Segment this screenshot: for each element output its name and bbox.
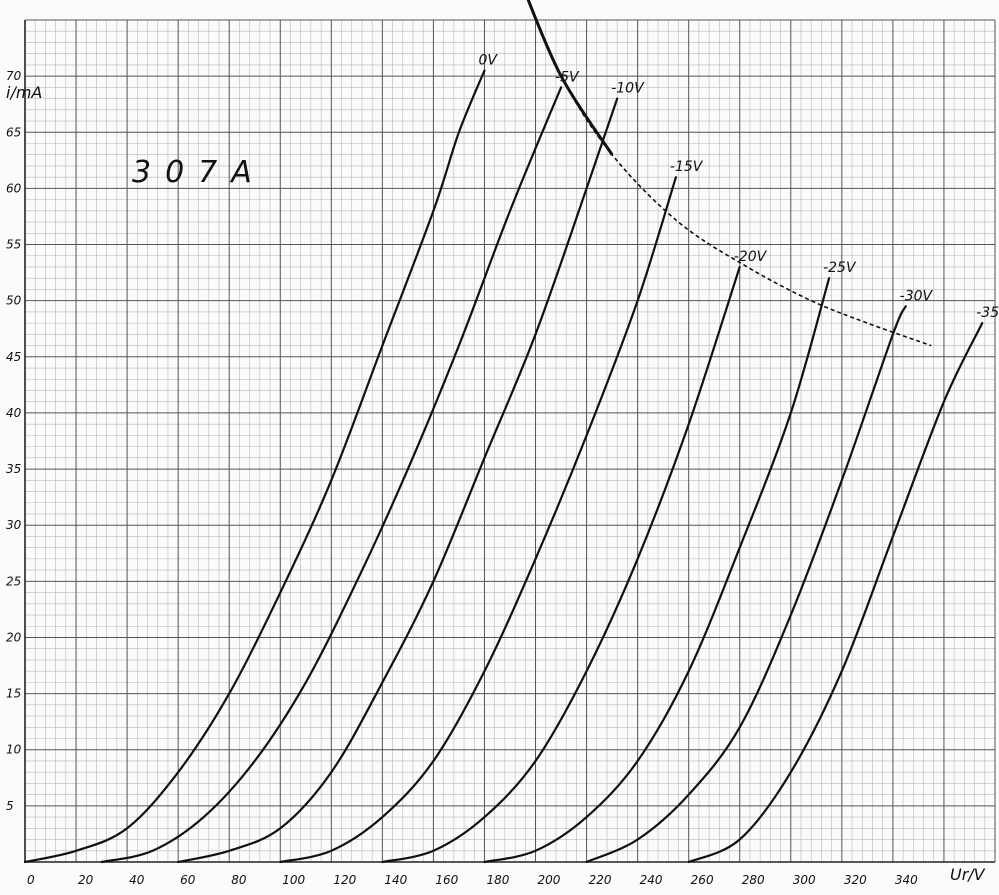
load-line: 45W bbox=[526, 0, 932, 347]
y-tick-label: 20 bbox=[6, 630, 22, 644]
load-line-solid-segment bbox=[526, 0, 614, 156]
x-tick-label: 140 bbox=[384, 873, 407, 887]
y-tick-label: 25 bbox=[6, 574, 21, 588]
series-line bbox=[279, 176, 677, 864]
x-tick-labels: 0 20 40 60 80 100 120 140 160 180 200 220 240 260 280 3… bbox=[27, 873, 918, 887]
x-tick-label: 320 bbox=[844, 873, 867, 887]
series-line bbox=[483, 277, 831, 864]
y-tick-label: 5 bbox=[6, 799, 14, 813]
y-tick-label: 35 bbox=[6, 462, 21, 476]
curve-labels: 0V -5V -10V -15V -20V -25V -30V -35V bbox=[478, 53, 999, 322]
curve-label: -5V bbox=[555, 69, 580, 85]
curve-label: -35V bbox=[976, 305, 999, 321]
x-tick-label: 100 bbox=[282, 873, 305, 887]
x-tick-label: 160 bbox=[435, 873, 458, 887]
x-tick-label: 340 bbox=[895, 873, 918, 887]
curve-label: -25V bbox=[823, 260, 857, 276]
major-grid bbox=[24, 19, 996, 863]
curve-label: -20V bbox=[734, 249, 768, 265]
y-tick-label: 60 bbox=[6, 181, 22, 195]
x-tick-label: 220 bbox=[589, 873, 612, 887]
x-tick-label: 80 bbox=[231, 873, 247, 887]
y-tick-labels: 5 10 15 20 25 30 35 40 45 50 55 60 65 70 bbox=[6, 69, 22, 813]
y-tick-label: 45 bbox=[6, 350, 21, 364]
chart-title: 307A bbox=[132, 155, 266, 190]
x-tick-label: 60 bbox=[180, 873, 196, 887]
y-tick-label: 70 bbox=[6, 69, 22, 83]
x-tick-label: 300 bbox=[793, 873, 816, 887]
curve-label: -10V bbox=[611, 81, 645, 97]
curves bbox=[23, 69, 984, 864]
x-axis-label: Ur/V bbox=[950, 865, 986, 884]
series-line bbox=[177, 97, 619, 864]
series-line bbox=[687, 322, 984, 864]
curve-label: 0V bbox=[478, 53, 498, 69]
curve-label: -15V bbox=[670, 159, 704, 175]
load-line-path bbox=[527, 0, 932, 347]
x-tick-label: 200 bbox=[538, 873, 561, 887]
y-tick-label: 55 bbox=[6, 238, 21, 252]
minor-grid bbox=[25, 20, 995, 862]
x-tick-label: 240 bbox=[640, 873, 663, 887]
y-axis-label: i/mA bbox=[6, 83, 42, 102]
x-tick-label: 280 bbox=[742, 873, 765, 887]
series-line bbox=[23, 69, 486, 864]
x-tick-label: 20 bbox=[78, 873, 94, 887]
x-tick-label: 260 bbox=[691, 873, 714, 887]
x-tick-label: 120 bbox=[333, 873, 356, 887]
y-tick-label: 30 bbox=[6, 518, 22, 532]
y-tick-label: 10 bbox=[6, 743, 22, 757]
y-tick-label: 40 bbox=[6, 406, 22, 420]
x-tick-label: 0 bbox=[27, 873, 35, 887]
y-tick-label: 50 bbox=[6, 294, 22, 308]
series-line bbox=[381, 265, 741, 864]
y-tick-label: 15 bbox=[6, 687, 21, 701]
x-tick-label: 180 bbox=[486, 873, 509, 887]
series-line bbox=[100, 86, 563, 864]
series-line bbox=[585, 305, 907, 864]
x-tick-label: 40 bbox=[129, 873, 145, 887]
curve-label: -30V bbox=[900, 288, 934, 304]
y-tick-label: 65 bbox=[6, 125, 21, 139]
